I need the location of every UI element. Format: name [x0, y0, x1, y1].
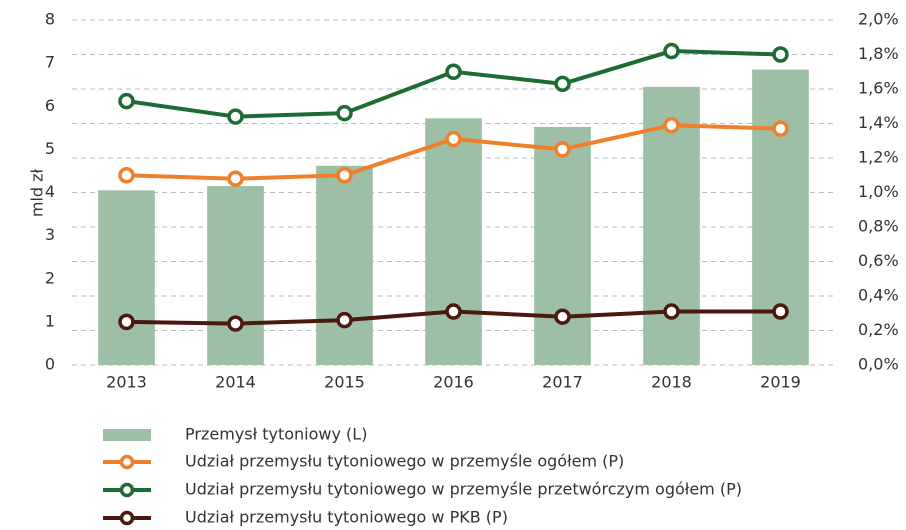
bar — [425, 118, 482, 365]
y-tick-label: 8 — [45, 10, 55, 29]
y-tick-label: 0 — [45, 355, 55, 374]
x-tick-label: 2019 — [760, 373, 801, 392]
legend-label: Przemysł tytoniowy (L) — [185, 425, 367, 444]
point — [336, 104, 353, 122]
x-tick-label: 2018 — [651, 373, 692, 392]
y2-tick-label: 0,0% — [858, 355, 899, 374]
y2-tick-label: 1,4% — [858, 113, 899, 132]
point — [772, 303, 789, 320]
x-tick-label: 2013 — [106, 373, 147, 392]
y-tick-label: 3 — [45, 225, 55, 244]
legend-swatch — [119, 482, 135, 498]
x-tick-label: 2014 — [215, 373, 256, 392]
point — [663, 303, 680, 320]
legend-label: Udział przemysłu tytoniowego w przemyśle… — [185, 480, 742, 499]
y-tick-label: 7 — [45, 53, 55, 72]
x-tick-label: 2017 — [542, 373, 583, 392]
point — [445, 63, 462, 80]
x-tick-label: 2016 — [433, 373, 474, 392]
point — [118, 92, 135, 110]
y-tick-label: 5 — [45, 139, 55, 158]
point — [227, 108, 244, 125]
y-tick-label: 6 — [45, 96, 55, 115]
y2-tick-label: 1,0% — [858, 182, 899, 201]
legend-swatch — [103, 429, 151, 441]
y2-tick-label: 0,8% — [858, 217, 899, 236]
y2-tick-label: 1,2% — [858, 148, 899, 167]
point — [554, 75, 571, 93]
bar — [534, 126, 591, 365]
y2-tick-label: 0,2% — [858, 320, 899, 339]
point — [227, 170, 244, 187]
legend-label: Udział przemysłu tytoniowego w PKB (P) — [185, 508, 508, 527]
point — [445, 130, 462, 148]
point — [445, 303, 462, 320]
y-axis-label: mld zł — [28, 168, 47, 217]
y-tick-label: 1 — [45, 311, 55, 330]
y-tick-label: 2 — [45, 268, 55, 287]
point — [336, 167, 353, 184]
point — [554, 141, 571, 158]
point — [663, 116, 680, 134]
point — [118, 167, 135, 184]
legend-label: Udział przemysłu tytoniowego w przemyśle… — [185, 452, 624, 471]
point — [663, 42, 680, 60]
legend-swatch — [119, 454, 135, 470]
y2-tick-label: 2,0% — [858, 10, 899, 29]
legend-swatch — [119, 510, 135, 526]
point — [772, 46, 789, 63]
y-tick-label: 4 — [45, 182, 55, 201]
bar — [752, 69, 809, 365]
point — [227, 315, 244, 332]
point — [118, 313, 135, 331]
point — [336, 311, 353, 329]
y2-tick-label: 1,6% — [858, 79, 899, 98]
point — [554, 308, 571, 325]
x-tick-label: 2015 — [324, 373, 365, 392]
point — [772, 120, 789, 137]
y2-tick-label: 0,6% — [858, 251, 899, 270]
y2-tick-label: 1,8% — [858, 44, 899, 63]
bar — [316, 165, 373, 365]
bar — [98, 190, 155, 365]
bar — [207, 186, 264, 365]
y2-tick-label: 0,4% — [858, 286, 899, 305]
